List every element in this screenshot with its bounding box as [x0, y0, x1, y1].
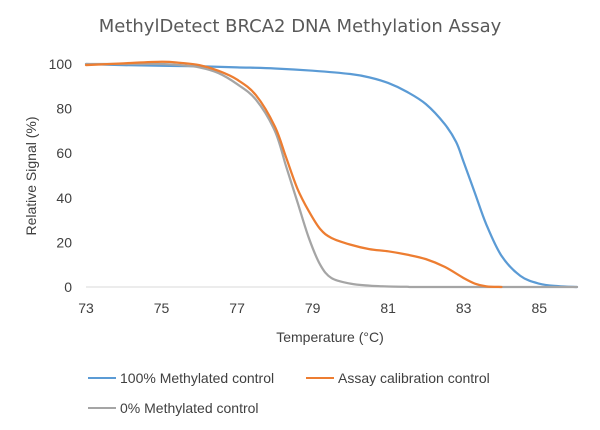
x-tick-label: 77 [229, 300, 245, 316]
x-tick-label: 73 [78, 300, 94, 316]
legend-label: 100% Methylated control [120, 370, 275, 386]
legend-label: 0% Methylated control [120, 400, 259, 416]
x-tick-label: 83 [456, 300, 472, 316]
y-tick-label: 0 [64, 279, 72, 295]
x-tick-label: 79 [305, 300, 321, 316]
y-tick-label: 20 [56, 234, 72, 250]
y-tick-label: 60 [56, 145, 72, 161]
legend-item: 100% Methylated control [88, 370, 274, 386]
x-axis-ticks: 73 75 77 79 81 83 85 [78, 300, 547, 316]
chart-title: MethylDetect BRCA2 DNA Methylation Assay [99, 16, 502, 37]
series-line [84, 62, 579, 289]
series-lines [84, 60, 579, 289]
legend-item: Assay calibration control [306, 370, 490, 386]
series-line [84, 62, 579, 289]
series-line [84, 60, 503, 289]
legend-item: 0% Methylated control [88, 400, 259, 416]
x-tick-label: 81 [380, 300, 396, 316]
legend-swatch [306, 377, 334, 379]
x-tick-label: 75 [154, 300, 170, 316]
x-tick-label: 85 [531, 300, 547, 316]
y-axis-label: Relative Signal (%) [23, 116, 39, 235]
legend-swatch [88, 407, 116, 409]
legend-swatch [88, 377, 116, 379]
x-axis-label: Temperature (°C) [276, 329, 384, 345]
y-tick-label: 40 [56, 190, 72, 206]
y-tick-label: 80 [56, 101, 72, 117]
y-axis-ticks: 0 20 40 60 80 100 [49, 56, 73, 295]
y-tick-label: 100 [49, 56, 73, 72]
legend-label: Assay calibration control [338, 370, 490, 386]
